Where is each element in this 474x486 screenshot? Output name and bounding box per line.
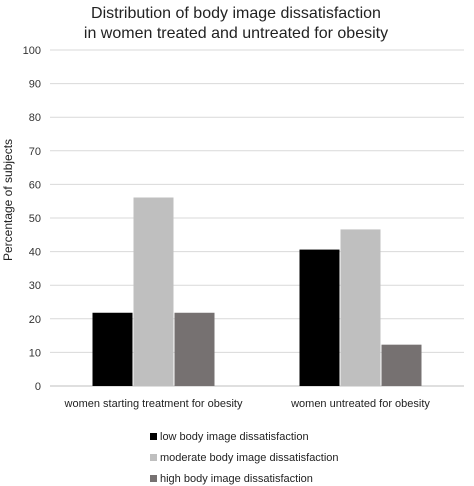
chart-title-line-2: in women treated and untreated for obesi… <box>84 25 388 42</box>
bar <box>340 229 381 386</box>
bar <box>299 249 340 386</box>
y-tick-label: 40 <box>29 247 41 259</box>
bar <box>92 312 133 386</box>
category-labels: women starting treatment for obesity wome… <box>64 398 431 410</box>
legend-item-label: low body image dissatisfaction <box>160 431 309 443</box>
category-label: women starting treatment for obesity <box>64 398 243 410</box>
category-label: women untreated for obesity <box>290 398 430 410</box>
legend: low body image dissatisfaction moderate b… <box>150 431 339 485</box>
bar <box>174 312 215 386</box>
y-axis-label: Percentage of subjects <box>1 139 15 261</box>
y-tick-label: 0 <box>35 381 41 393</box>
y-tick-labels: 0 10 20 30 40 50 60 70 80 90 100 <box>23 45 41 393</box>
chart-title-line-1: Distribution of body image dissatisfacti… <box>91 5 381 22</box>
y-tick-label: 60 <box>29 179 41 191</box>
y-tick-label: 10 <box>29 347 41 359</box>
legend-swatch <box>150 454 157 461</box>
y-tick-label: 50 <box>29 213 41 225</box>
legend-item-label: moderate body image dissatisfaction <box>160 452 339 464</box>
legend-item-label: high body image dissatisfaction <box>160 473 313 485</box>
bar <box>133 197 174 386</box>
bars <box>92 197 422 386</box>
y-tick-label: 90 <box>29 79 41 91</box>
y-tick-label: 70 <box>29 146 41 158</box>
y-tick-label: 20 <box>29 314 41 326</box>
y-tick-label: 30 <box>29 280 41 292</box>
legend-swatch <box>150 433 157 440</box>
y-tick-label: 100 <box>23 45 41 57</box>
y-tick-label: 80 <box>29 112 41 124</box>
legend-swatch <box>150 475 157 482</box>
bar <box>381 344 422 386</box>
